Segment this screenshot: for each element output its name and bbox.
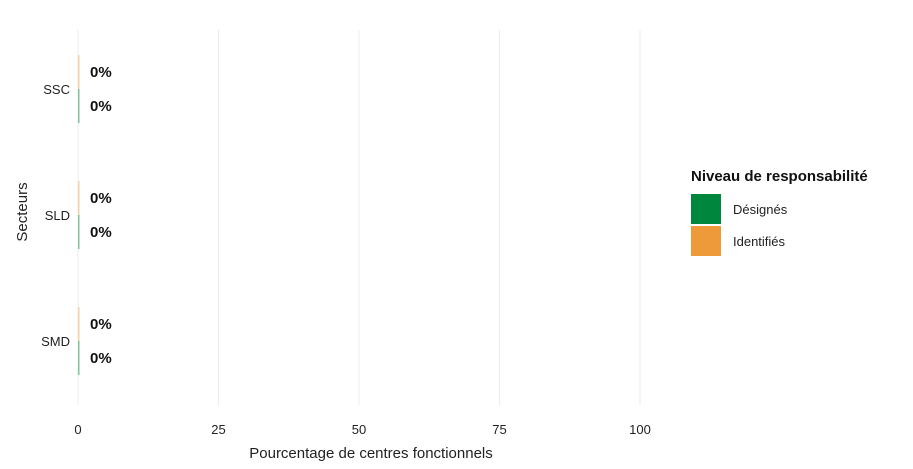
legend-label-identifies: Identifiés (733, 233, 786, 249)
bar-designes-sld (78, 215, 80, 249)
y-tick-label-ssc: SSC (43, 82, 70, 97)
data-label-identifies-sld: 0% (90, 190, 112, 207)
x-tick-label-25: 25 (211, 422, 225, 437)
bar-identifies-sld (78, 181, 80, 215)
x-tick-label-50: 50 (352, 422, 366, 437)
x-tick-label-100: 100 (629, 422, 651, 437)
x-tick-label-75: 75 (492, 422, 506, 437)
legend-label-designes: Désignés (733, 201, 788, 217)
bar-designes-ssc (78, 89, 80, 123)
data-label-identifies-smd: 0% (90, 316, 112, 333)
legend-swatch-identifies (691, 226, 721, 256)
bar-identifies-smd (78, 307, 80, 341)
label-layer: 0% 0% 0% 0% 0% 0% (90, 64, 112, 367)
grid-layer (77, 30, 641, 405)
y-tick-label-smd: SMD (41, 334, 70, 349)
data-label-designes-smd: 0% (90, 350, 112, 367)
x-tick-label-0: 0 (74, 422, 81, 437)
data-label-designes-sld: 0% (90, 224, 112, 241)
data-label-designes-ssc: 0% (90, 98, 112, 115)
axis-layer: 0 25 50 75 100 SSC SLD SMD (41, 82, 651, 437)
bar-designes-smd (78, 341, 80, 375)
legend-item-designes: Désignés (691, 193, 868, 225)
y-axis-title: Secteurs (14, 182, 31, 241)
x-axis-title: Pourcentage de centres fonctionnels (249, 445, 493, 462)
data-label-identifies-ssc: 0% (90, 64, 112, 81)
y-tick-label-sld: SLD (45, 208, 70, 223)
legend-item-identifies: Identifiés (691, 225, 868, 257)
bar-identifies-ssc (78, 55, 80, 89)
legend: Niveau de responsabilité Désignés Identi… (691, 168, 868, 257)
bar-layer (78, 55, 80, 375)
legend-title: Niveau de responsabilité (691, 168, 868, 185)
legend-swatch-designes (691, 194, 721, 224)
